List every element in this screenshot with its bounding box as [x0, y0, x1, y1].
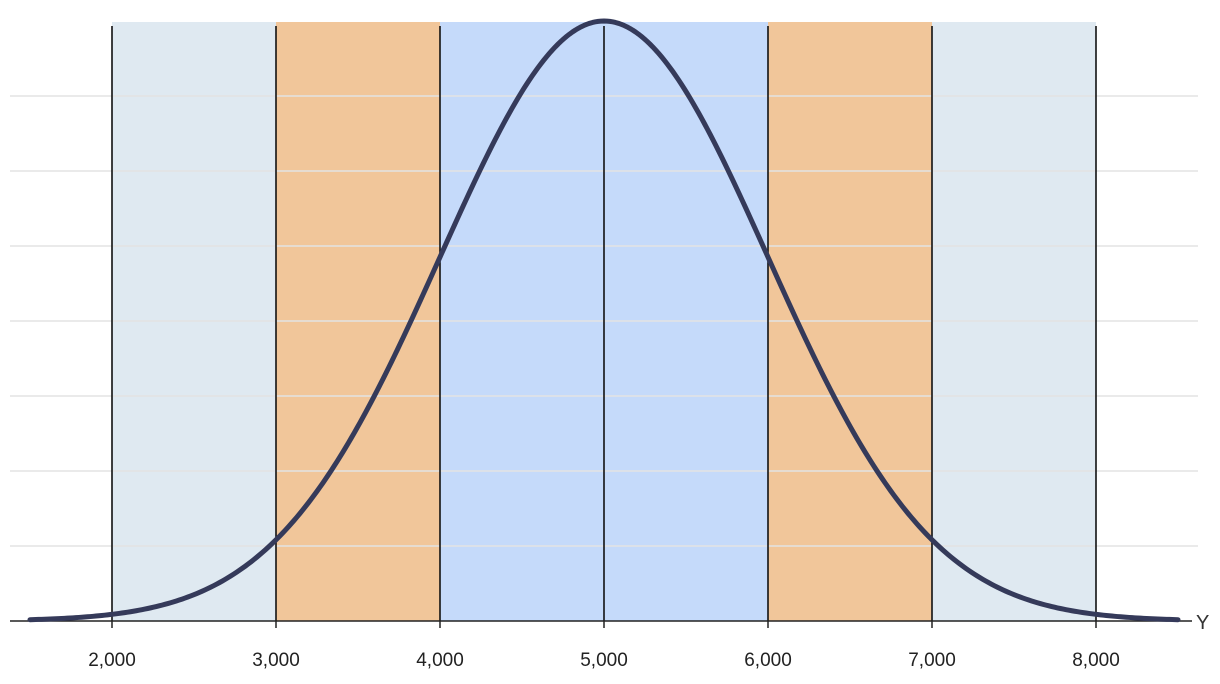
x-tick-label: 6,000 [744, 650, 792, 671]
x-tick-label: 2,000 [88, 650, 136, 671]
x-tick-label: 3,000 [252, 650, 300, 671]
band-dividers [111, 26, 1097, 621]
x-axis-ticks: 2,000 3,000 4,000 5,000 6,000 7,000 8,000 [88, 621, 1120, 671]
x-tick-label: 4,000 [416, 650, 464, 671]
x-tick-label: 8,000 [1072, 650, 1120, 671]
x-axis-label: Y [1196, 612, 1209, 634]
x-tick-label: 7,000 [908, 650, 956, 671]
density-curve [27, 18, 1181, 623]
x-tick-label: 5,000 [580, 650, 628, 671]
